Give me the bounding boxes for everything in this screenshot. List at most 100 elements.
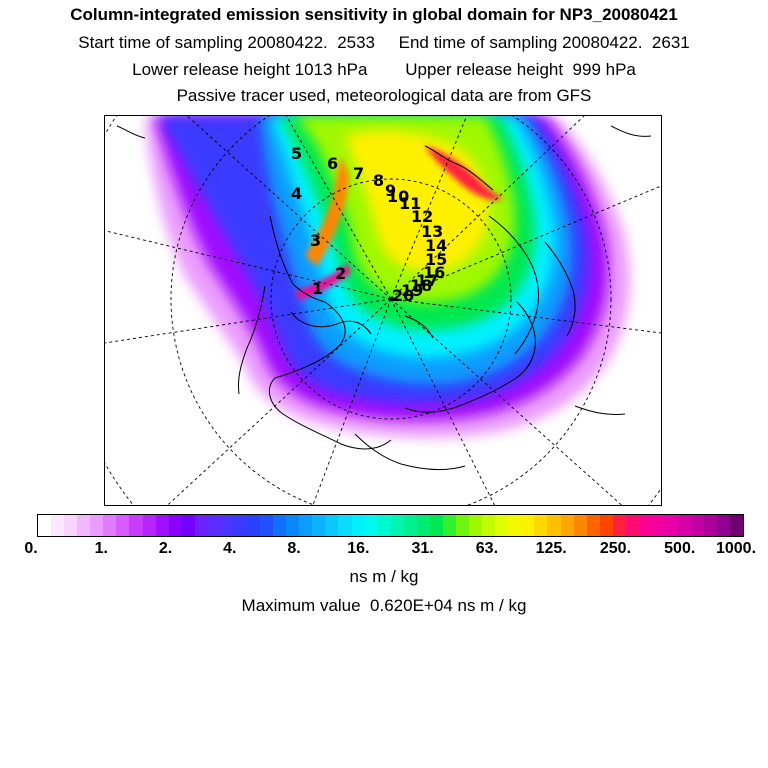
colorbar-cell (429, 515, 443, 536)
colorbar-cell (704, 515, 718, 536)
colorbar-cell (286, 515, 300, 536)
colorbar-cell (508, 515, 522, 536)
colorbar-cell (233, 515, 247, 536)
colorbar-cell (351, 515, 365, 536)
colorbar-cell (77, 515, 91, 536)
colorbar-cell (612, 515, 626, 536)
colorbar-tick-label: 4. (223, 540, 237, 557)
upper-release-value: 999 hPa (572, 60, 636, 79)
trajectory-label-15: 15 (425, 250, 447, 269)
colorbar-cell (116, 515, 130, 536)
colorbar-cell (469, 515, 483, 536)
maximum-value-number: 0.620E+04 ns m / kg (370, 596, 527, 615)
colorbar-cell (547, 515, 561, 536)
colorbar-cell (260, 515, 274, 536)
colorbar-cell (521, 515, 535, 536)
colorbar-cell (325, 515, 339, 536)
trajectory-label-12: 12 (411, 207, 433, 226)
end-time-value: 20080422. 2631 (562, 33, 690, 52)
start-time-value: 20080422. 2533 (247, 33, 376, 52)
tracer-note: Passive tracer used, meteorological data… (176, 86, 592, 105)
maximum-value-label: Maximum value (241, 596, 361, 615)
maximum-value: Maximum value 0.620E+04 ns m / kg (0, 596, 768, 616)
colorbar-cell (38, 515, 52, 536)
release-heights: Lower release height 1013 hPa Upper rele… (0, 60, 768, 80)
colorbar-cell (273, 515, 287, 536)
colorbar-tick-label: 63. (475, 540, 499, 557)
trajectory-label-7: 7 (353, 164, 364, 183)
colorbar-tick-label: 16. (347, 540, 370, 557)
lower-release-value: 1013 hPa (294, 60, 368, 79)
map-panel[interactable]: 1 2 3 4 5 6 7 8 9 10 11 12 13 14 15 16 1… (104, 115, 662, 506)
trajectory-label-13: 13 (421, 222, 443, 241)
colorbar-cell (651, 515, 665, 536)
colorbar-cell (103, 515, 117, 536)
trajectory-label-3: 3 (310, 231, 321, 250)
colorbar-cell (312, 515, 326, 536)
coastlines (116, 125, 652, 471)
colorbar-cell (90, 515, 104, 536)
colorbar-cell (495, 515, 509, 536)
colorbar-cell (377, 515, 391, 536)
trajectory-label-1: 1 (312, 279, 323, 298)
trajectory-label-11: 11 (399, 194, 421, 213)
colorbar-cell (181, 515, 195, 536)
colorbar-cell (586, 515, 600, 536)
trajectory-label-2: 2 (335, 264, 346, 283)
trajectory-label-17: 17 (416, 271, 438, 290)
trajectory-label-10: 10 (387, 187, 409, 206)
colorbar-units: ns m / kg (349, 567, 419, 586)
colorbar-cell (534, 515, 548, 536)
sensitivity-field (145, 116, 630, 439)
colorbar-cell (442, 515, 456, 536)
sampling-times: Start time of sampling 20080422. 2533 En… (0, 33, 768, 53)
colorbar-tick-label: 1. (94, 540, 108, 557)
trajectory-label-5: 5 (291, 144, 302, 163)
field-level-11 (425, 146, 503, 201)
colorbar-tick-label: 250. (599, 540, 632, 557)
colorbar-cell (364, 515, 378, 536)
colorbar-tick-label: 1000. (715, 540, 757, 557)
trajectory-label-6: 6 (327, 154, 338, 173)
colorbar-cell (678, 515, 692, 536)
colorbar-cell (730, 515, 744, 536)
colorbar-tick-label: 8. (287, 540, 301, 557)
colorbar-cell (717, 515, 731, 536)
graticule (105, 116, 661, 505)
colorbar-cell (691, 515, 705, 536)
colorbar-tick-label: 0. (24, 540, 38, 557)
colorbar-cell (142, 515, 156, 536)
trajectory-labels: 1 2 3 4 5 6 7 8 9 10 11 12 13 14 15 16 1… (291, 144, 447, 305)
colorbar-cell (599, 515, 613, 536)
colorbar-tick-label: 125. (535, 540, 567, 557)
colorbar-cell (625, 515, 639, 536)
colorbar-cell (247, 515, 261, 536)
colorbar-cell (403, 515, 417, 536)
colorbar-cell (194, 515, 208, 536)
polar-map: 1 2 3 4 5 6 7 8 9 10 11 12 13 14 15 16 1… (105, 116, 661, 505)
colorbar-cell (168, 515, 182, 536)
colorbar-cell (416, 515, 430, 536)
colorbar-cell (129, 515, 143, 536)
colorbar-cell (482, 515, 496, 536)
trajectory-label-19: 19 (401, 281, 423, 300)
colorbar (37, 514, 744, 537)
colorbar-cell (573, 515, 587, 536)
upper-release-label: Upper release height (405, 60, 564, 79)
trajectory-label-4: 4 (291, 184, 302, 203)
trajectory-label-20: 20 (392, 286, 414, 305)
colorbar-cell (338, 515, 352, 536)
colorbar-cell (155, 515, 169, 536)
colorbar-cell (456, 515, 470, 536)
trajectory-label-8: 8 (373, 171, 384, 190)
colorbar-cell (64, 515, 78, 536)
plot-title: Column-integrated emission sensitivity i… (70, 5, 678, 24)
colorbar-cell (390, 515, 404, 536)
trajectory-label-16: 16 (423, 263, 445, 282)
colorbar-cell (51, 515, 65, 536)
colorbar-tick-label: 500. (664, 540, 696, 557)
colorbar-cell (299, 515, 313, 536)
colorbar-tick-label: 31. (411, 540, 434, 557)
trajectory-label-18: 18 (410, 276, 432, 295)
field-level-9 (305, 156, 349, 266)
